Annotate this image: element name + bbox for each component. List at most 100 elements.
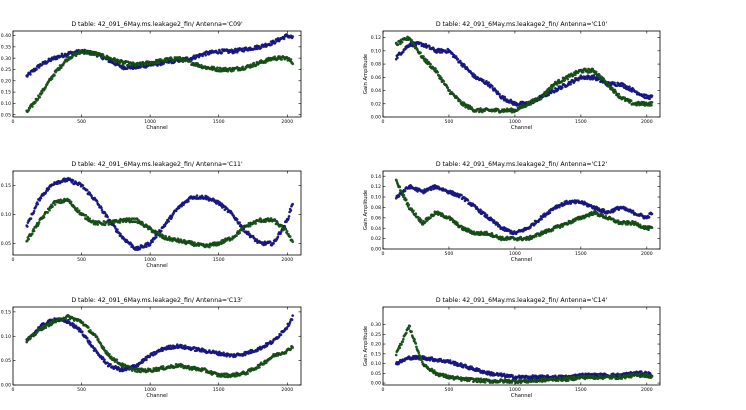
series-1-point-156 — [487, 81, 491, 84]
series-2-point-187 — [140, 63, 144, 67]
y-tick-label: 0.05 — [1, 358, 11, 364]
chart-panel-3: D table: 42_091_6May.ms.leakage2_fin/ An… — [1, 161, 302, 269]
series-1-point-427 — [648, 97, 651, 101]
y-tick-label: 0.05 — [1, 241, 11, 247]
x-tick-label: 2000 — [281, 257, 293, 263]
series-2-point-227 — [165, 59, 169, 63]
series-1-point-417 — [282, 37, 286, 41]
series-1-point-412 — [279, 333, 283, 337]
series-2-point-221 — [161, 234, 165, 238]
x-tick-label: 2000 — [281, 387, 293, 393]
y-tick-label: 0.40 — [1, 33, 11, 39]
series-2-point-45 — [53, 74, 56, 77]
x-tick-label: 500 — [77, 119, 86, 125]
series-2-point-221 — [161, 365, 165, 368]
series-2-point-422 — [285, 230, 289, 233]
series-1-point-403 — [274, 41, 277, 44]
x-tick-label: 0 — [382, 119, 385, 125]
y-tick-label: 0.12 — [371, 35, 381, 41]
series-2-point-3 — [396, 43, 400, 46]
series-2-point-31 — [44, 326, 48, 330]
series-2-point-427 — [288, 235, 292, 238]
chart-panel-5: D table: 42_091_6May.ms.leakage2_fin/ An… — [1, 297, 302, 399]
series-2-point-102 — [88, 217, 92, 221]
y-tick-label: 0.06 — [371, 75, 381, 81]
x-tick-label: 1500 — [575, 119, 587, 125]
series-2-point-309 — [216, 66, 219, 70]
series-2-point-283 — [200, 63, 203, 67]
x-tick-label: 1000 — [144, 119, 156, 125]
series-1-point-131 — [106, 215, 109, 219]
series-2-point-359 — [607, 82, 611, 86]
series-2-point-402 — [273, 55, 277, 59]
x-tick-label: 2000 — [641, 251, 653, 257]
series-1-point-316 — [220, 51, 224, 55]
series-2-point-33 — [414, 212, 418, 216]
series-2-point-431 — [291, 240, 295, 244]
series-2-point-10 — [400, 40, 404, 44]
series-2-point-431 — [291, 62, 295, 66]
series-2-point-38 — [417, 351, 421, 355]
y-tick-label: 0.14 — [371, 174, 381, 180]
series-2-point-134 — [108, 353, 111, 356]
series-1-point-16 — [35, 67, 38, 71]
series-1-point-90 — [80, 330, 84, 334]
x-tick-label: 1500 — [575, 251, 587, 257]
series-1-point-428 — [289, 209, 293, 212]
y-axis-label: Gain Amplitude — [363, 54, 369, 94]
series-1-point-91 — [448, 359, 452, 362]
series-2-point-358 — [246, 372, 250, 375]
series-2-point-165 — [127, 364, 130, 368]
series-2-point-20 — [37, 221, 41, 224]
y-tick-label: 0.15 — [1, 90, 11, 96]
series-2-point-26 — [410, 330, 413, 333]
x-tick-label: 1500 — [213, 119, 225, 125]
series-2-point-121 — [100, 56, 103, 59]
series-1-point-194 — [145, 358, 148, 362]
series-1-point-426 — [647, 215, 651, 219]
series-1-point-121 — [466, 199, 470, 202]
x-axis-label: Channel — [146, 393, 167, 399]
series-1-point-204 — [151, 240, 154, 244]
y-tick-label: 0.10 — [1, 334, 11, 340]
series-2-point-12 — [32, 229, 36, 233]
series-1-point-98 — [85, 336, 89, 340]
series-2-point-350 — [241, 65, 245, 69]
series-1-point-407 — [276, 235, 280, 239]
y-tick-label: 0.00 — [371, 115, 381, 121]
y-tick-label: 0.08 — [371, 205, 381, 211]
series-2-point-17 — [404, 331, 408, 335]
series-2-point-350 — [241, 229, 245, 232]
series-2-point-244 — [539, 97, 543, 101]
series-2-point-80 — [74, 54, 78, 58]
series-1-point-12 — [32, 209, 36, 213]
x-tick-label: 500 — [77, 257, 86, 263]
series-2-point-430 — [650, 103, 653, 107]
series-1-point-276 — [195, 194, 199, 197]
chart-title: D table: 42_091_6May.ms.leakage2_fin/ An… — [436, 297, 608, 304]
series-2-point-66 — [434, 67, 437, 70]
series-1-point-147 — [482, 78, 485, 82]
series-2-point-28 — [42, 215, 46, 219]
x-tick-label: 0 — [382, 251, 385, 257]
series-1-point-147 — [116, 228, 119, 231]
series-2-point-419 — [643, 104, 647, 107]
series-2-point-6 — [398, 346, 402, 350]
y-tick-label: 0.25 — [1, 67, 11, 73]
series-2-point-302 — [574, 73, 577, 77]
series-1-point-431 — [291, 202, 295, 206]
series-2-point-14 — [34, 101, 37, 104]
x-tick-label: 500 — [445, 119, 454, 125]
series-2-point-284 — [563, 78, 567, 82]
series-1-point-431 — [291, 35, 295, 38]
series-2-point-43 — [420, 358, 424, 361]
x-tick-label: 2000 — [281, 119, 293, 125]
y-tick-label: 0.04 — [371, 226, 381, 232]
series-1-point-1 — [25, 225, 29, 228]
series-2-point-289 — [566, 77, 570, 81]
series-2-point-23 — [408, 324, 412, 328]
series-1-point-400 — [272, 242, 275, 245]
y-tick-label: 0.02 — [371, 101, 381, 107]
series-1-point-341 — [235, 218, 239, 221]
chart-panel-4: D table: 42_091_6May.ms.leakage2_fin/ An… — [363, 161, 661, 263]
